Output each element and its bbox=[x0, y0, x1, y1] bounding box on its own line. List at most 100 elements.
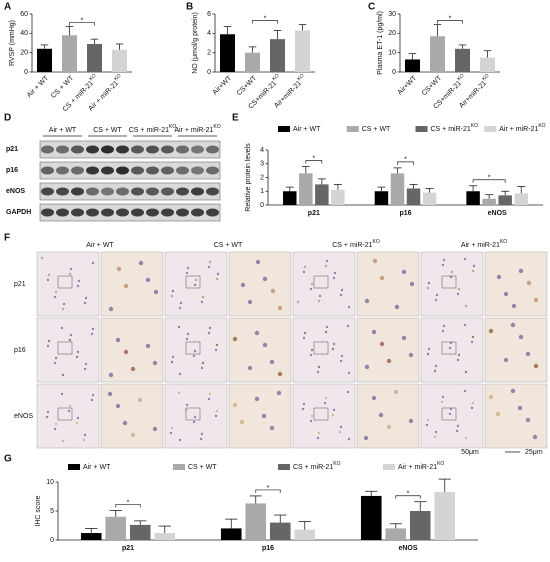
blot-band bbox=[206, 166, 219, 175]
histology-cell bbox=[122, 420, 128, 426]
blot-band bbox=[101, 145, 114, 154]
blot-band bbox=[116, 208, 129, 217]
histology-image bbox=[164, 251, 228, 317]
bar bbox=[154, 533, 176, 540]
histology-group-label: Air + miR-21KO bbox=[461, 239, 507, 249]
histology-cell bbox=[83, 433, 87, 437]
bar bbox=[385, 528, 407, 540]
histology-cell bbox=[332, 342, 336, 346]
histology-cell bbox=[130, 432, 136, 438]
histology-cell bbox=[61, 373, 65, 377]
bar bbox=[406, 188, 421, 205]
histology-cell bbox=[379, 275, 385, 281]
histology-cell bbox=[457, 353, 461, 357]
histology-cell bbox=[471, 269, 475, 273]
blot-band bbox=[86, 208, 99, 217]
error-bar bbox=[389, 523, 402, 529]
histology-cell bbox=[340, 354, 344, 358]
histology-cell bbox=[179, 301, 183, 305]
bar bbox=[405, 59, 420, 72]
error-bar bbox=[134, 520, 147, 525]
histology-cell bbox=[517, 405, 523, 411]
x-tick-label: CS+WT bbox=[236, 74, 259, 97]
x-tick-label: CS+WT bbox=[421, 74, 444, 97]
histology-cell bbox=[47, 273, 51, 277]
bar bbox=[374, 191, 389, 205]
histology-cell bbox=[464, 304, 468, 308]
histology-cell bbox=[91, 261, 95, 265]
blot-band bbox=[71, 145, 84, 154]
blot-row-label: eNOS bbox=[6, 188, 25, 195]
histology-cell bbox=[347, 305, 351, 309]
histology-cell bbox=[318, 294, 322, 298]
significance-label: * bbox=[81, 17, 84, 24]
histology-cell bbox=[325, 259, 329, 263]
scale-label: 25μm bbox=[525, 449, 543, 456]
histology-inset bbox=[313, 407, 329, 421]
y-axis-label: RVSP (mmHg) bbox=[9, 20, 16, 66]
histology-cell bbox=[276, 390, 282, 396]
histology-cell bbox=[448, 346, 452, 350]
histology-cell bbox=[532, 434, 538, 440]
histology-cell bbox=[145, 343, 151, 349]
blot-row-label: GAPDH bbox=[6, 209, 31, 216]
bar bbox=[482, 198, 496, 205]
histology-cell bbox=[496, 274, 502, 280]
legend-swatch bbox=[173, 464, 185, 470]
histology-inset bbox=[57, 275, 73, 289]
histology-cell bbox=[232, 336, 238, 342]
blot-band bbox=[41, 145, 54, 154]
histology-cell bbox=[239, 419, 245, 425]
histology-cell bbox=[426, 418, 430, 422]
histology-cell bbox=[60, 392, 64, 396]
histology-cell bbox=[310, 414, 314, 418]
blot-band bbox=[176, 145, 189, 154]
histology-cell bbox=[324, 264, 328, 268]
histology-cell bbox=[138, 260, 144, 266]
blot-band bbox=[86, 187, 99, 196]
histology-inset bbox=[185, 341, 201, 355]
blot-group-label: CS + WT bbox=[93, 127, 122, 134]
error-bar bbox=[225, 518, 238, 529]
histology-cell bbox=[442, 324, 446, 328]
histology-cell bbox=[61, 439, 65, 443]
significance-bracket bbox=[395, 495, 421, 499]
histology-cell bbox=[464, 370, 468, 374]
histology-cell bbox=[317, 431, 321, 435]
y-tick-label: 10 bbox=[46, 479, 54, 486]
error-bar bbox=[248, 46, 257, 53]
bar bbox=[360, 495, 382, 540]
blot-group-label: Air + WT bbox=[49, 127, 77, 134]
histology-cell bbox=[194, 278, 198, 282]
histology-cell bbox=[324, 396, 328, 400]
error-bar bbox=[414, 501, 427, 511]
histology-cell bbox=[254, 330, 260, 336]
blot-row-label: p21 bbox=[6, 146, 18, 153]
histology-cell bbox=[193, 415, 197, 419]
blot-band bbox=[101, 208, 114, 217]
error-bar bbox=[483, 50, 492, 58]
histology-cell bbox=[331, 413, 335, 417]
histology-cell bbox=[363, 435, 369, 441]
panel-label: F bbox=[4, 233, 10, 244]
histology-cell bbox=[53, 295, 57, 299]
histology-image bbox=[228, 383, 292, 449]
histology-cell bbox=[301, 407, 305, 411]
histology-cell bbox=[323, 401, 327, 405]
histology-cell bbox=[525, 417, 531, 423]
histology-row-label: p21 bbox=[14, 281, 26, 288]
histology-cell bbox=[261, 413, 267, 419]
histology-cell bbox=[386, 424, 392, 430]
error-bar bbox=[298, 521, 311, 530]
blot-strip bbox=[39, 203, 221, 222]
histology-inset bbox=[441, 341, 457, 355]
histology-cell bbox=[185, 337, 189, 341]
blot-band bbox=[116, 187, 129, 196]
x-tick-label: p16 bbox=[262, 545, 274, 552]
histology-cell bbox=[456, 358, 460, 362]
error-bar bbox=[485, 194, 494, 199]
histology-image bbox=[484, 317, 548, 383]
histology-cell bbox=[371, 395, 377, 401]
histology-cell bbox=[170, 294, 174, 298]
histology-cell bbox=[433, 369, 437, 373]
